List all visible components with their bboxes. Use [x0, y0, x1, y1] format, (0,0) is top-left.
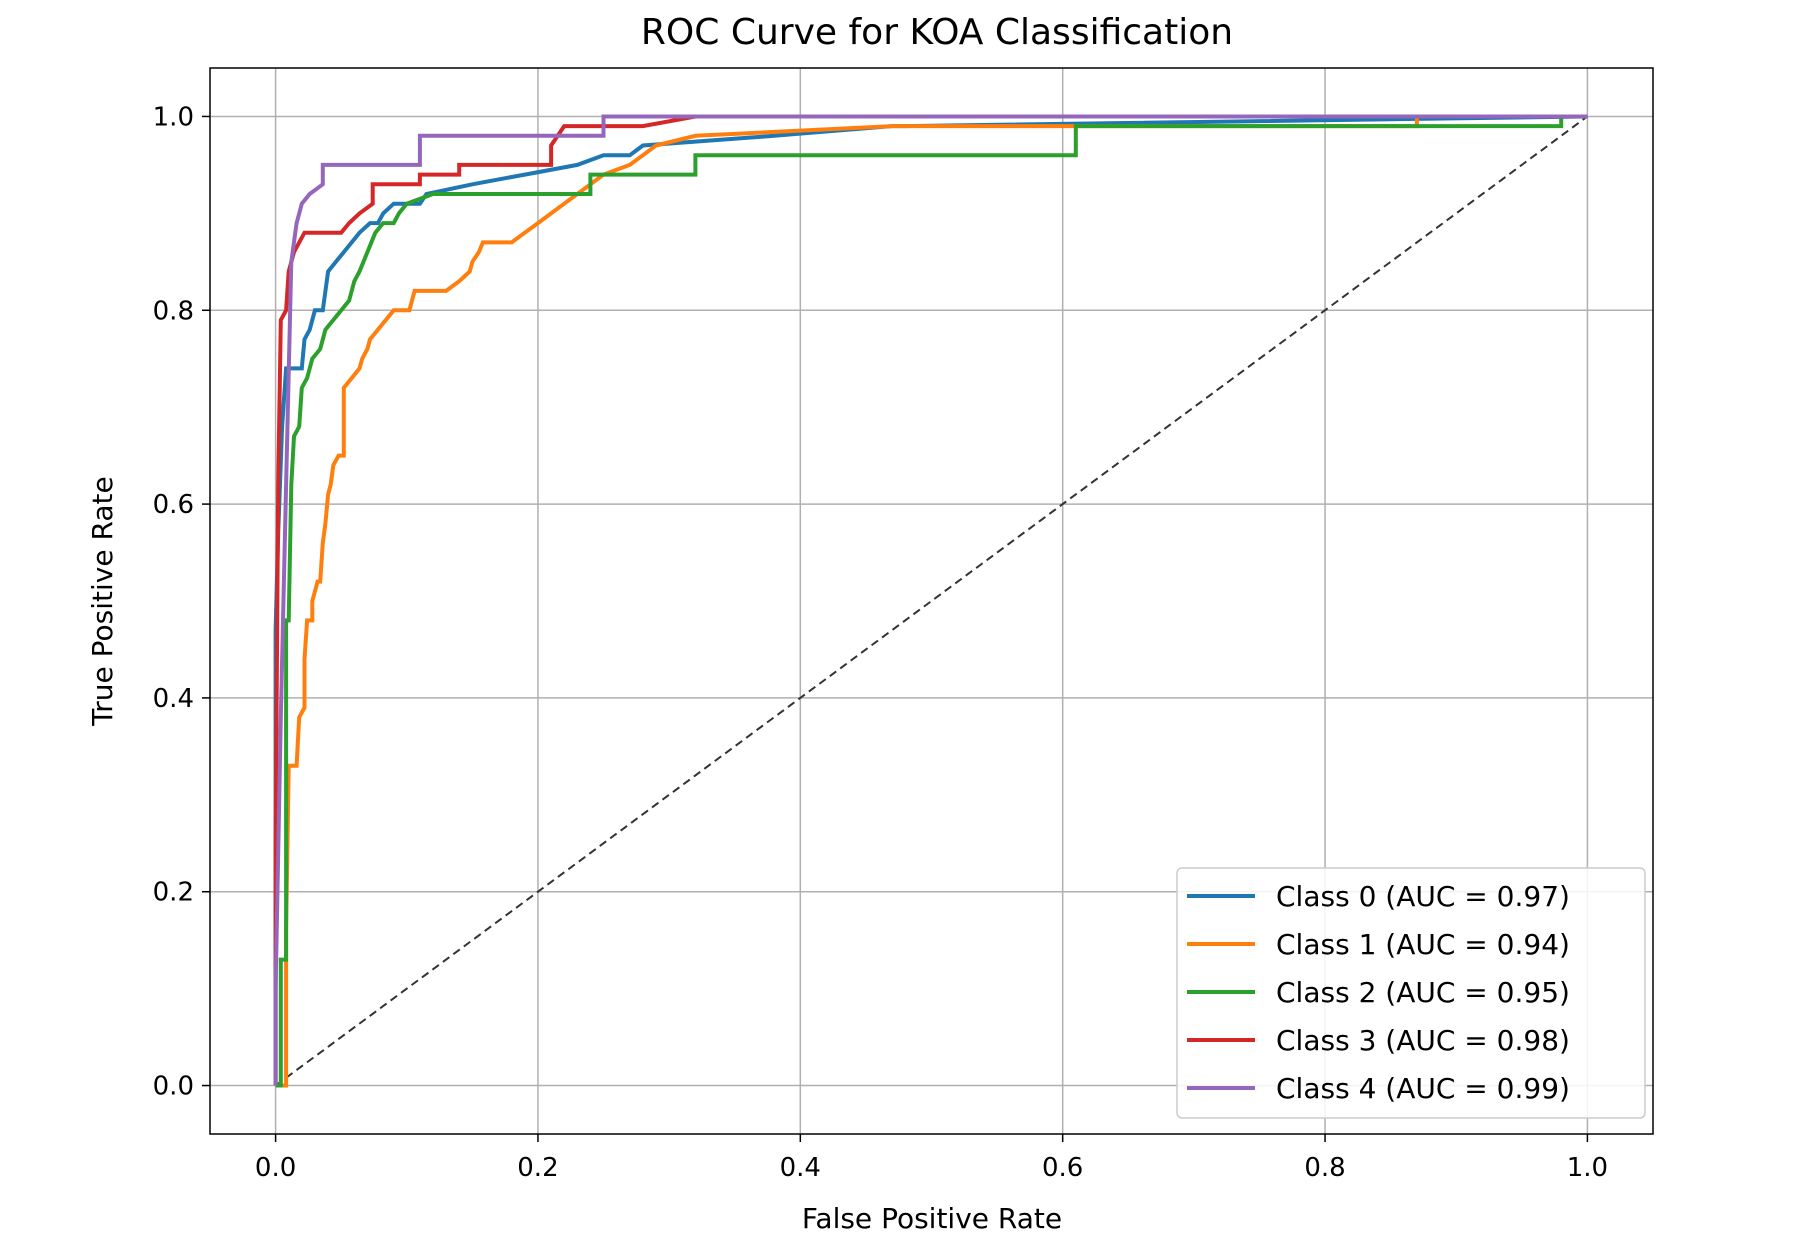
legend-entry: Class 4 (AUC = 0.99) — [1187, 1072, 1570, 1105]
legend-label: Class 4 (AUC = 0.99) — [1276, 1072, 1570, 1105]
legend-label: Class 1 (AUC = 0.94) — [1276, 928, 1570, 961]
legend: Class 0 (AUC = 0.97) Class 1 (AUC = 0.94)… — [1176, 867, 1646, 1119]
legend-label: Class 2 (AUC = 0.95) — [1276, 976, 1570, 1009]
y-tick-label: 0.4 — [153, 684, 194, 714]
x-axis-title: False Positive Rate — [802, 1202, 1062, 1235]
roc-series — [273, 114, 1588, 1088]
diagonal-reference — [274, 115, 1589, 1087]
x-tick-label: 0.0 — [255, 1153, 296, 1183]
plot-frame — [209, 67, 1654, 1135]
y-tick-label: 1.0 — [153, 102, 194, 132]
diagonal-reference-line — [274, 115, 1589, 1087]
chart-title: ROC Curve for KOA Classification — [641, 12, 1233, 53]
legend-entry: Class 1 (AUC = 0.94) — [1187, 928, 1570, 961]
x-tick-label: 0.8 — [1304, 1153, 1345, 1183]
roc-curve-class-2 — [275, 114, 1588, 1088]
legend-label: Class 0 (AUC = 0.97) — [1276, 880, 1570, 913]
x-tick-label: 0.2 — [517, 1153, 558, 1183]
legend-entry: Class 0 (AUC = 0.97) — [1187, 880, 1570, 913]
x-tick-label: 0.6 — [1042, 1153, 1083, 1183]
x-tick-label: 1.0 — [1567, 1153, 1608, 1183]
legend-box — [1176, 867, 1646, 1119]
y-tick-label: 0.8 — [153, 296, 194, 326]
legend-entry: Class 2 (AUC = 0.95) — [1187, 976, 1570, 1009]
legend-label: Class 3 (AUC = 0.98) — [1276, 1024, 1570, 1057]
roc-curve-class-3 — [273, 114, 1588, 1086]
roc-curve-class-0 — [273, 114, 1588, 1086]
roc-curve-class-4 — [273, 114, 1588, 1086]
legend-entry: Class 3 (AUC = 0.98) — [1187, 1024, 1570, 1057]
y-tick-label: 0.6 — [153, 490, 194, 520]
y-axis-title: True Positive Rate — [86, 476, 119, 726]
x-tick-label: 0.4 — [780, 1153, 821, 1183]
grid-lines — [210, 68, 1653, 1134]
axis-ticks: 0.0 0.2 0.4 0.6 0.8 1.0 0.0 0.2 0.4 0.6 0.8 1.0 — [153, 102, 1608, 1183]
roc-curve-class-1 — [275, 114, 1588, 1088]
y-tick-label: 0.0 — [153, 1072, 194, 1102]
y-tick-label: 0.2 — [153, 878, 194, 908]
